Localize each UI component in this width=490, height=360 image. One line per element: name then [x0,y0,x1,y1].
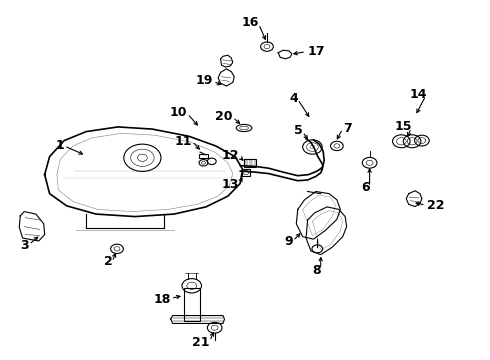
Text: 4: 4 [289,92,298,105]
Text: 7: 7 [343,122,351,135]
Text: 10: 10 [170,106,187,119]
Text: 17: 17 [308,45,325,58]
Text: 14: 14 [409,88,427,101]
Text: 15: 15 [394,121,412,134]
Text: 21: 21 [192,336,210,348]
Text: 19: 19 [196,74,213,87]
Text: 12: 12 [221,149,239,162]
Text: 18: 18 [153,293,171,306]
Text: 22: 22 [427,199,444,212]
Bar [184,288,199,320]
Text: 5: 5 [294,124,303,137]
Bar [198,154,208,158]
Text: 20: 20 [215,110,233,123]
Text: 3: 3 [21,239,29,252]
Text: 9: 9 [284,235,293,248]
Text: 6: 6 [361,181,369,194]
Text: 1: 1 [55,139,64,152]
Text: 13: 13 [222,178,239,191]
Text: 16: 16 [241,17,259,30]
Text: 8: 8 [312,264,321,277]
Bar [242,169,250,176]
Bar [244,159,256,167]
Text: 2: 2 [104,255,113,268]
Text: 11: 11 [175,135,192,148]
